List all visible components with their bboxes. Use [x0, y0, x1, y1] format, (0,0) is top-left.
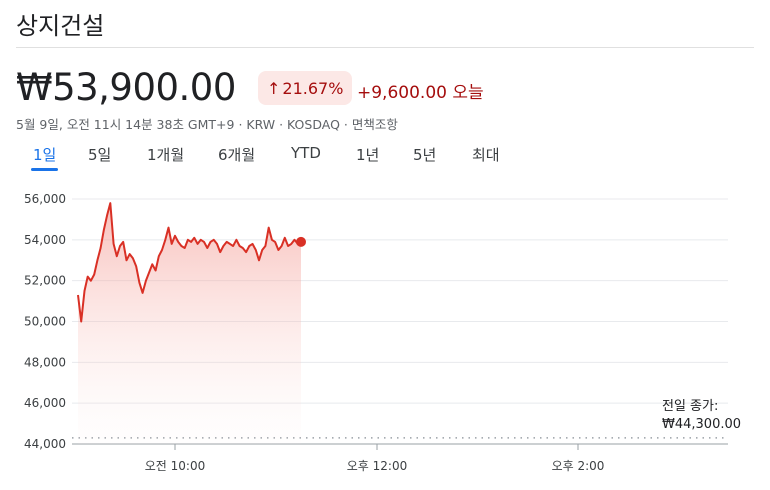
arrow-up-icon: ↑	[267, 78, 281, 98]
current-price-dot	[296, 236, 306, 247]
y-tick-label: 46,000	[24, 396, 66, 410]
tab-1d[interactable]: 1일	[30, 146, 59, 171]
header-divider	[16, 47, 754, 48]
tab-5d[interactable]: 5일	[88, 146, 112, 164]
y-axis: 56,000 54,000 52,000 50,000 48,000 46,000 44,0…	[24, 192, 66, 451]
tab-6m[interactable]: 6개월	[218, 146, 256, 164]
x-tick-label: 오후 2:00	[552, 459, 605, 473]
price-area-fill	[78, 203, 301, 444]
tab-1y[interactable]: 1년	[356, 146, 380, 164]
change-absolute: +9,600.00 오늘	[357, 83, 484, 103]
quote-meta: 5월 9일, 오전 11시 14분 38초 GMT+9 · KRW · KOSD…	[16, 117, 398, 132]
previous-close-label: 전일 종가:	[662, 399, 719, 414]
x-axis: 오전 10:00 오후 12:00 오후 2:00	[145, 444, 605, 473]
y-tick-label: 44,000	[24, 437, 66, 451]
x-tick-label: 오전 10:00	[145, 459, 205, 473]
tab-1m[interactable]: 1개월	[147, 146, 185, 164]
price-chart[interactable]: 56,000 54,000 52,000 50,000 48,000 46,000 44,0…	[0, 180, 770, 490]
tab-max[interactable]: 최대	[472, 146, 500, 164]
chart-gridlines	[72, 198, 728, 445]
previous-close: 전일 종가: ₩44,300.00	[662, 398, 741, 434]
tab-ytd[interactable]: YTD	[291, 144, 321, 162]
change-percent-badge: ↑ 21.67%	[258, 71, 353, 105]
change-percent: 21.67%	[282, 78, 344, 98]
current-price: ₩53,900.00	[16, 66, 236, 109]
previous-close-value: ₩44,300.00	[662, 417, 742, 432]
y-tick-label: 56,000	[24, 192, 66, 206]
y-tick-label: 48,000	[24, 355, 66, 369]
tab-5y[interactable]: 5년	[413, 146, 437, 164]
price-series-line	[77, 202, 302, 323]
x-tick-label: 오후 12:00	[347, 459, 407, 473]
y-tick-label: 50,000	[24, 315, 66, 329]
y-tick-label: 54,000	[24, 233, 66, 247]
y-tick-label: 52,000	[24, 274, 66, 288]
stock-name: 상지건설	[16, 12, 105, 40]
